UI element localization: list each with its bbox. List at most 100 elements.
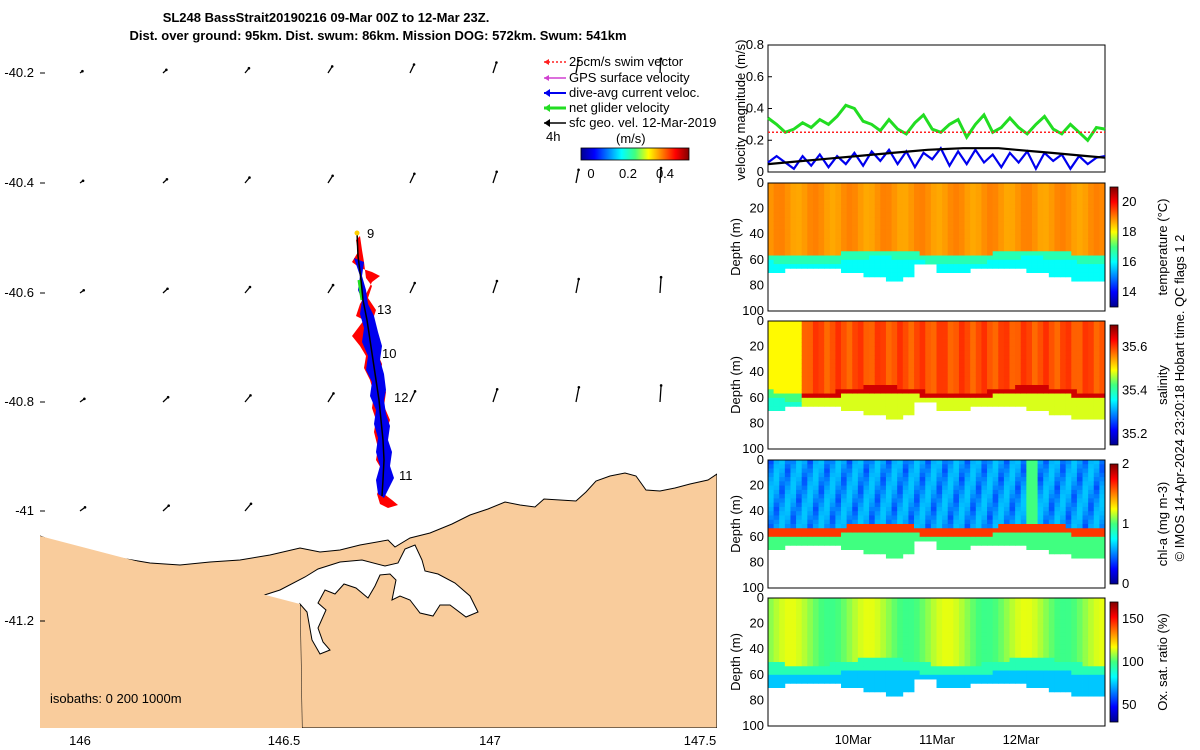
heatmap-cell: [981, 528, 988, 533]
heatmap-cell: [801, 623, 808, 629]
heatmap-cell: [897, 338, 904, 343]
heatmap-cell: [1026, 204, 1033, 209]
heatmap-cell: [1099, 460, 1106, 465]
heatmap-cell: [987, 649, 994, 654]
heatmap-cell: [1093, 468, 1100, 474]
heatmap-cell: [1009, 229, 1016, 235]
heatmap-cell: [885, 619, 892, 624]
heatmap-cell: [992, 511, 999, 516]
heatmap-cell: [841, 406, 848, 411]
heatmap-cell: [897, 234, 904, 239]
heatmap-cell: [869, 464, 876, 469]
heatmap-cell: [925, 532, 932, 538]
heatmap-cell: [818, 372, 825, 377]
heatmap-cell: [1031, 657, 1038, 663]
heatmap-cell: [1009, 208, 1016, 214]
heatmap-cell: [936, 255, 943, 261]
heatmap-cell: [768, 649, 775, 654]
heatmap-cell: [1093, 511, 1100, 516]
heatmap-cell: [1020, 477, 1027, 482]
heatmap-cell: [768, 225, 775, 231]
heatmap-cell: [880, 329, 887, 335]
heatmap-cell: [790, 255, 797, 261]
heatmap-cell: [964, 657, 971, 663]
heatmap-cell: [841, 502, 848, 508]
heatmap-cell: [1054, 472, 1061, 478]
heatmap-cell: [1037, 502, 1044, 508]
heatmap-cell: [801, 221, 808, 227]
heatmap-cell: [930, 485, 937, 491]
heatmap-cell: [768, 679, 775, 684]
heatmap-cell: [1037, 498, 1044, 504]
heatmap-cell: [779, 472, 786, 478]
heatmap-cell: [1099, 372, 1106, 377]
heatmap-cell: [914, 380, 921, 386]
heatmap-cell: [1020, 670, 1027, 676]
heatmap-cell: [796, 502, 803, 508]
heatmap-cell: [768, 653, 775, 659]
heatmap-cell: [1003, 338, 1010, 343]
heatmap-cell: [1065, 321, 1072, 326]
heatmap-cell: [835, 623, 842, 629]
heatmap-cell: [970, 195, 977, 201]
heatmap-cell: [1031, 644, 1038, 650]
heatmap-cell: [947, 350, 954, 356]
heatmap-cell: [930, 187, 937, 192]
heatmap-cell: [998, 229, 1005, 235]
heatmap-cell: [1037, 619, 1044, 624]
heatmap-cell: [970, 541, 977, 546]
heatmap-cell: [784, 187, 791, 192]
heatmap-cell: [1003, 674, 1010, 680]
heatmap-cell: [891, 468, 898, 474]
heatmap-cell: [885, 662, 892, 667]
heatmap-cell: [975, 657, 982, 663]
heatmap-cell: [824, 627, 831, 633]
heatmap-cell: [1082, 541, 1089, 546]
heatmap-cell: [801, 602, 808, 607]
heatmap-cell: [953, 683, 960, 688]
heatmap-cell: [1031, 464, 1038, 469]
heatmap-cell: [1060, 498, 1067, 504]
heatmap-cell: [1009, 191, 1016, 197]
heatmap-cell: [885, 389, 892, 394]
heatmap-cell: [1043, 191, 1050, 197]
heatmap-cell: [790, 494, 797, 499]
heatmap-cell: [869, 536, 876, 542]
heatmap-cell: [1043, 460, 1050, 465]
heatmap-cell: [1060, 519, 1067, 525]
heatmap-cell: [852, 644, 859, 650]
heatmap-cell: [869, 234, 876, 239]
heatmap-cell: [869, 272, 876, 278]
heatmap-cell: [852, 402, 859, 407]
heatmap-cell: [1015, 200, 1022, 205]
heatmap-cell: [779, 545, 786, 550]
heatmap-cell: [1020, 623, 1027, 629]
heatmap-cell: [908, 346, 915, 352]
heatmap-cell: [1026, 242, 1033, 248]
heatmap-cell: [891, 229, 898, 235]
heatmap-cell: [1003, 255, 1010, 261]
heatmap-cell: [1099, 191, 1106, 197]
heatmap-cell: [1054, 200, 1061, 205]
heatmap-cell: [998, 627, 1005, 633]
heatmap-cell: [902, 367, 909, 373]
heatmap-cell: [807, 494, 814, 499]
heatmap-cell: [964, 489, 971, 495]
heatmap-cell: [835, 679, 842, 684]
heatmap-cell: [902, 355, 909, 360]
heatmap-cell: [829, 524, 836, 529]
heatmap-cell: [1037, 472, 1044, 478]
heatmap-cell: [998, 460, 1005, 465]
map-ytick: -41.2: [4, 613, 34, 628]
heatmap-cell: [1065, 372, 1072, 377]
heatmap-cell: [1048, 619, 1055, 624]
heatmap-cell: [880, 195, 887, 201]
heatmap-cell: [919, 225, 926, 231]
heatmap-cell: [796, 259, 803, 265]
heatmap-cell: [773, 251, 780, 256]
heatmap-cell: [1088, 532, 1095, 538]
heatmap-cell: [773, 670, 780, 676]
heatmap-cell: [992, 477, 999, 482]
heatmap-cell: [998, 191, 1005, 197]
heatmap-cell: [1031, 528, 1038, 533]
